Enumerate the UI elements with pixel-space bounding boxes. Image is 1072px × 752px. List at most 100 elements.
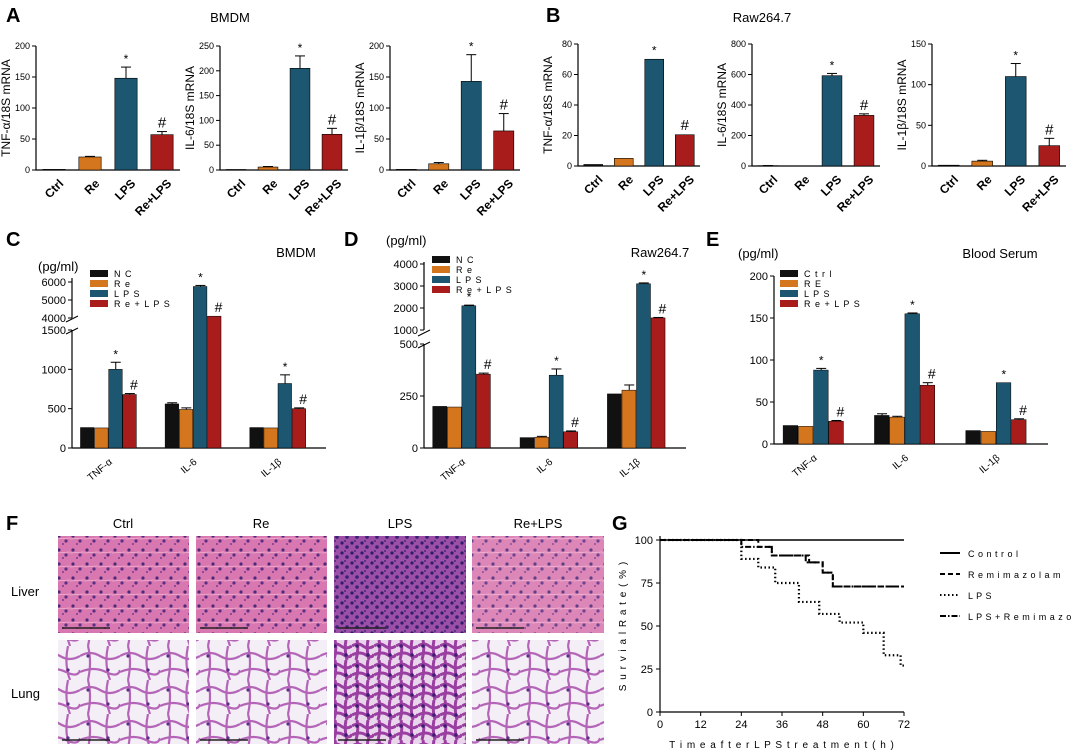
legend-label: L P S: [114, 289, 141, 299]
axis-line: [659, 536, 904, 713]
x-tick-label: Ctrl: [756, 172, 781, 197]
significance-mark: #: [860, 97, 869, 114]
y-tick-label: 250: [199, 41, 214, 51]
bar-lps: [995, 382, 1012, 445]
x-tick-label: IL-1β: [259, 457, 284, 480]
bar-re-lps: [207, 315, 222, 449]
bar-nc: [164, 403, 179, 449]
x-tick-label: Re+LPS: [1019, 172, 1061, 214]
bar-re: [428, 163, 450, 171]
bar-lps: [114, 77, 138, 171]
y-tick-label: 0: [25, 165, 30, 175]
bar-nc: [607, 393, 622, 449]
y-tick-label: 0: [741, 161, 746, 171]
panel-label-a: A: [6, 5, 20, 27]
panel-label-e: E: [706, 229, 719, 251]
histology-col-re: Re: [253, 516, 270, 531]
x-axis-label: T i m e a f t e r L P S t r e a t m e n …: [669, 740, 895, 751]
bar-ctrl: [583, 164, 604, 167]
bar-ctrl: [938, 164, 960, 167]
y-tick-label: 50: [916, 120, 926, 130]
chart-title: BMDM: [210, 10, 250, 25]
significance-mark: *: [283, 360, 288, 374]
legend-label: R e + L P S: [804, 299, 861, 309]
histology-row-liver: Liver: [11, 584, 40, 599]
bar-re: [257, 166, 279, 171]
bar-re-lps: [321, 133, 343, 171]
bar-re: [798, 426, 814, 445]
survival-curve-lps: [660, 538, 904, 667]
bar-re: [621, 389, 637, 449]
y-axis-label: S u r v i a l R a t e ( % ): [618, 561, 629, 691]
x-tick-label: TNF-α: [439, 457, 468, 484]
y-tick-label: 5000: [42, 295, 66, 307]
x-tick-label: IL-6: [179, 456, 200, 476]
histology-lung-re-lps: [472, 640, 604, 744]
y-axis-label: IL-6/18S mRNA: [715, 63, 729, 147]
x-tick-label: LPS: [457, 176, 483, 202]
significance-mark: *: [1013, 49, 1018, 63]
legend-swatch: [90, 280, 108, 287]
y-tick-label: 75: [641, 578, 653, 590]
y-tick-label: 150: [750, 313, 768, 325]
significance-mark: #: [928, 366, 936, 382]
y-tick-label: 0: [647, 707, 653, 719]
y-tick-label: 1500: [42, 325, 66, 337]
x-tick-label: IL-6: [535, 456, 556, 476]
significance-mark: #: [1019, 402, 1027, 418]
panel-label-f: F: [6, 513, 18, 535]
bar-nc: [519, 437, 535, 449]
significance-mark: *: [910, 298, 915, 312]
bar-lps: [636, 283, 651, 449]
y-tick-label: 60: [562, 70, 572, 80]
legend-swatch: [780, 270, 798, 277]
panel-label-g: G: [612, 513, 628, 535]
y-axis-label: IL-1β/18S mRNA: [353, 63, 367, 154]
y-axis-unit: (pg/ml): [738, 246, 778, 261]
y-tick-label: 0: [379, 165, 384, 175]
y-tick-label: 0: [921, 161, 926, 171]
bar-ctrl: [874, 415, 890, 445]
histology-panel: Ctrl Re LPS Re+LPS Liver Lung: [11, 516, 604, 744]
chart-title: Raw264.7: [631, 245, 690, 260]
axis-break: [417, 329, 431, 349]
x-tick-label: Re+LPS: [132, 176, 174, 218]
significance-mark: *: [1002, 368, 1007, 382]
bar-re: [971, 160, 993, 167]
y-tick-label: 200: [199, 66, 214, 76]
significance-mark: *: [819, 353, 824, 367]
bar-re: [178, 409, 194, 449]
y-tick-label: 80: [562, 39, 572, 49]
significance-mark: #: [328, 111, 337, 128]
x-tick-label: LPS: [640, 172, 666, 198]
x-tick-label: 0: [657, 719, 663, 731]
legend-label: R e m i m a z o l a m: [968, 570, 1061, 580]
bar-lps: [461, 305, 477, 449]
y-tick-label: 50: [204, 140, 214, 150]
significance-mark: #: [658, 300, 666, 316]
legend-label: L P S: [968, 591, 992, 601]
legend-label: L P S + R e m i m a z o l a m: [968, 612, 1072, 622]
panel-label-b: B: [546, 5, 560, 27]
bar-lps: [644, 58, 665, 167]
y-tick-label: 6000: [42, 277, 66, 289]
y-tick-label: 4000: [394, 259, 418, 271]
histology-liver-re-lps: [472, 536, 604, 633]
legend-swatch: [90, 290, 108, 297]
bar-re-lps: [122, 394, 137, 449]
y-tick-label: 150: [15, 72, 30, 82]
y-tick-label: 400: [731, 100, 746, 110]
legend-label: R e: [114, 279, 131, 289]
bar-re-lps: [650, 317, 666, 449]
histology-liver-lps: [334, 536, 466, 633]
y-tick-label: 0: [209, 165, 214, 175]
bar-re-lps: [919, 384, 935, 445]
x-tick-label: Re: [615, 172, 636, 193]
significance-mark: *: [113, 347, 118, 361]
histology-liver-re: [196, 536, 327, 633]
significance-mark: *: [467, 290, 472, 304]
x-tick-label: LPS: [1002, 172, 1028, 198]
histology-lung-ctrl: [58, 640, 189, 744]
histology-liver-ctrl: [58, 536, 189, 633]
